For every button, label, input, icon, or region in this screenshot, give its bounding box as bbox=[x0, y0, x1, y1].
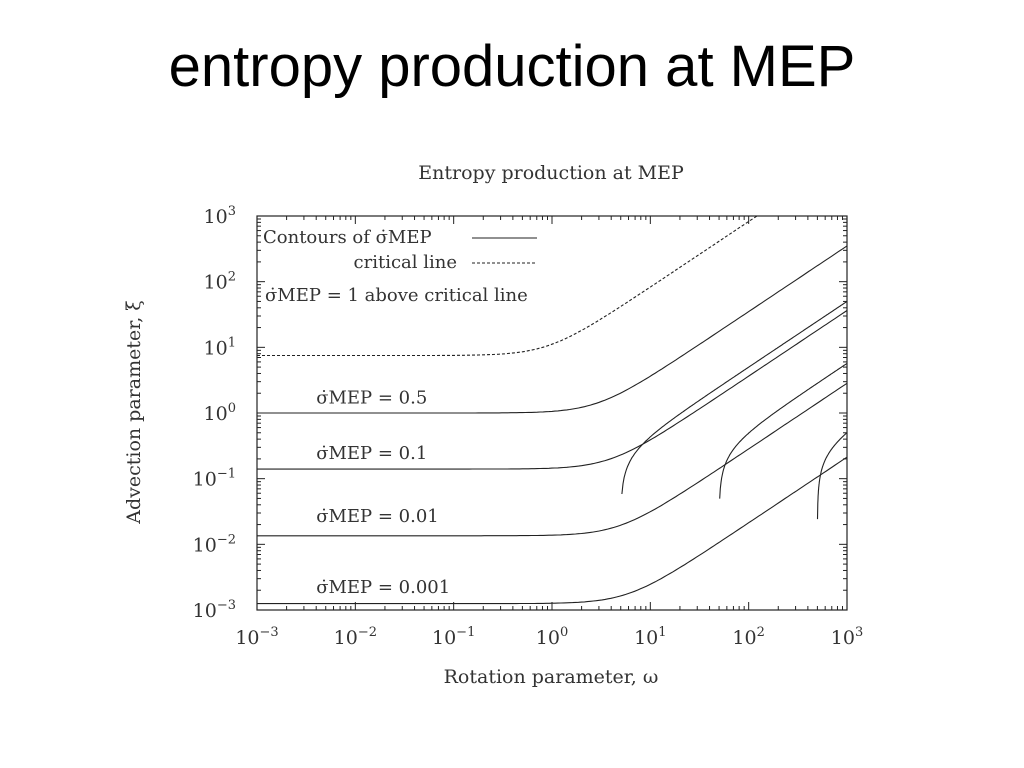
contour-line bbox=[719, 362, 848, 499]
x-tick-label: 102 bbox=[732, 625, 764, 649]
axis-ticks bbox=[256, 215, 848, 611]
x-tick-label: 10−3 bbox=[235, 625, 278, 649]
contour-label: σ̇MEP = 0.5 bbox=[316, 387, 427, 408]
contour-line bbox=[257, 456, 848, 605]
contour-label: σ̇MEP = 0.001 bbox=[316, 577, 450, 598]
y-tick-label: 10−3 bbox=[193, 598, 236, 622]
y-tick-label: 10−2 bbox=[193, 532, 236, 556]
contour-labels: σ̇MEP = 0.5 σ̇MEP = 0.1 σ̇MEP = 0.01 σ̇MEP … bbox=[316, 387, 450, 598]
y-tick-label: 10−1 bbox=[193, 467, 236, 491]
legend: Contours of σ̇MEP critical line σ̇MEP = 1 … bbox=[263, 227, 537, 306]
contour-line bbox=[257, 245, 848, 414]
axis-tick-labels: 10−3 10−2 10−1 100 101 102 103 10−3 10−2 10−1 100 1… bbox=[193, 204, 864, 649]
y-tick-label: 100 bbox=[204, 401, 236, 425]
y-tick-label: 103 bbox=[204, 204, 236, 228]
critical-line bbox=[257, 215, 758, 357]
y-tick-label: 101 bbox=[204, 335, 236, 359]
contour-line bbox=[257, 310, 848, 470]
x-tick-label: 103 bbox=[831, 625, 863, 649]
x-tick-label: 100 bbox=[536, 625, 568, 649]
region-note: σ̇MEP = 1 above critical line bbox=[265, 285, 528, 306]
x-tick-label: 10−1 bbox=[432, 625, 475, 649]
y-axis-label: Advection parameter, ξ bbox=[123, 300, 145, 525]
legend-label: critical line bbox=[354, 252, 457, 273]
contour-line bbox=[621, 300, 848, 495]
contour-line bbox=[816, 432, 848, 520]
contour-label: σ̇MEP = 0.1 bbox=[316, 443, 427, 464]
chart-title: Entropy production at MEP bbox=[418, 162, 684, 184]
y-tick-label: 102 bbox=[204, 270, 236, 294]
slide-title: entropy production at MEP bbox=[168, 34, 856, 99]
contour-curves bbox=[257, 215, 848, 605]
x-tick-label: 10−2 bbox=[334, 625, 377, 649]
x-tick-label: 101 bbox=[634, 625, 666, 649]
x-axis-label: Rotation parameter, ω bbox=[444, 666, 659, 688]
contour-label: σ̇MEP = 0.01 bbox=[316, 506, 439, 527]
contour-line bbox=[257, 382, 848, 537]
legend-label: Contours of σ̇MEP bbox=[263, 227, 432, 248]
